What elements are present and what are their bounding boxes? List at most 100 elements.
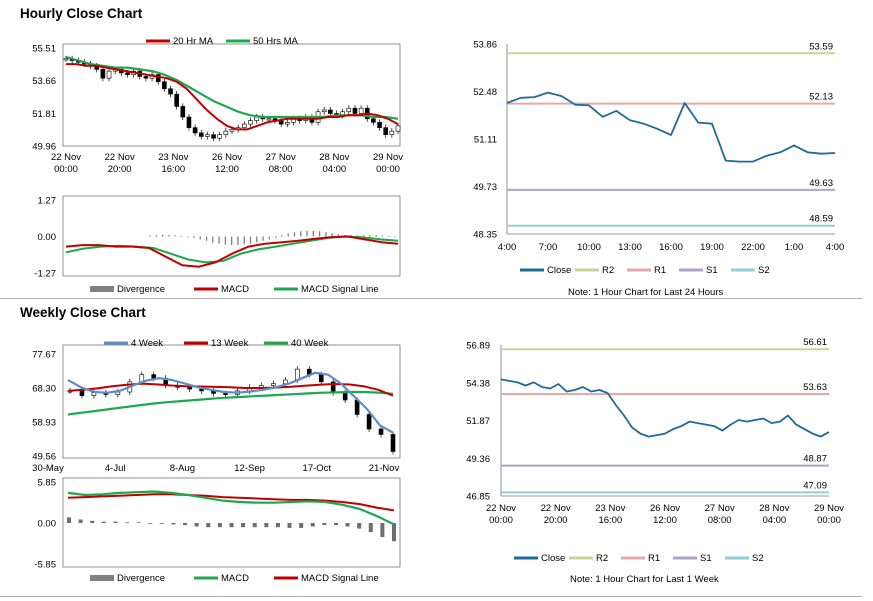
hourly-macd-ytick: 1.27: [38, 196, 57, 207]
hourly-divergence-bar: [212, 236, 214, 243]
weekly-price-candle: [223, 393, 228, 395]
weekly-price-xtick: 30-May: [32, 463, 64, 474]
weekly-divergence-bar: [229, 523, 234, 528]
weekly-price-ytick: 49.56: [32, 452, 56, 463]
hourly-divergence-bar: [218, 236, 220, 244]
hourly-divergence-bar: [281, 235, 283, 237]
hourly-divergence-bar: [205, 236, 208, 241]
weekly-divergence-bar: [241, 523, 246, 528]
weekly-price-xtick: 21-Nov: [369, 463, 400, 474]
hourly-divergence-bar: [268, 236, 271, 240]
hourly-price-candle: [217, 134, 223, 139]
hourly-price-xtick: 26 Nov: [212, 152, 242, 163]
weekly-divergence-bar: [368, 523, 373, 533]
hourly-levels-legend-label: R1: [654, 265, 666, 276]
hourly-divergence-bar: [249, 236, 252, 244]
hourly-price-xtick: 08:00: [269, 164, 293, 175]
hourly-price-candle: [383, 127, 389, 135]
hourly-levels-xtick: 13:00: [618, 242, 642, 253]
hourly-price-candle: [346, 107, 352, 113]
weekly-levels-xtick: 00:00: [489, 515, 513, 526]
weekly-divergence-bar: [171, 523, 176, 525]
hourly-divergence-bar: [331, 233, 333, 237]
hourly-levels-xtick: 7:00: [539, 242, 558, 253]
hourly-levels-xtick: 10:00: [577, 242, 601, 253]
hourly-price-candle: [174, 93, 179, 107]
hourly-price-candle: [198, 132, 204, 137]
hourly-divergence-bar: [293, 232, 296, 237]
weekly-divergence-bar: [113, 521, 118, 523]
hourly-levels-xtick: 19:00: [700, 242, 724, 253]
weekly-divergence-bar: [159, 523, 164, 524]
weekly-divergence-bar: [392, 523, 396, 542]
weekly-divergence-bar: [310, 523, 315, 527]
weekly-divergence-bar: [252, 523, 257, 528]
hourly-price-ytick: 51.81: [32, 109, 56, 120]
hourly-levels-legend-label: S2: [758, 265, 770, 276]
weekly-divergence-bar: [333, 523, 338, 526]
hourly-levels-close-line: [506, 91, 836, 163]
hourly-levels-xtick: 1:00: [785, 242, 804, 253]
hourly-section-title: Hourly Close Chart: [20, 6, 143, 21]
hourly-macd-legend-label: MACD Signal Line: [301, 284, 379, 295]
weekly-levels-xtick: 16:00: [598, 515, 622, 526]
hourly-divergence-bar: [325, 232, 327, 237]
hourly-divergence-bar: [174, 235, 176, 237]
hourly-price-xtick: 27 Nov: [266, 152, 296, 163]
weekly-price-candle: [79, 390, 85, 396]
hourly-levels-xtick: 16:00: [659, 242, 683, 253]
hourly-price-candle: [143, 76, 149, 79]
weekly-price-ytick: 68.30: [32, 384, 56, 395]
weekly-macd-legend-label: MACD Signal Line: [301, 573, 379, 584]
hourly-price-ytick: 53.66: [32, 76, 56, 87]
hourly-divergence-bar: [193, 236, 195, 238]
hourly-price-candle: [389, 130, 395, 135]
hourly-divergence-bar: [161, 234, 164, 237]
hourly-price-candle: [229, 129, 235, 132]
hourly-levels-xtick: 4:00: [498, 242, 517, 253]
hourly-divergence-bar: [149, 235, 151, 237]
weekly-levels-ytick: 49.36: [466, 454, 490, 465]
weekly-levels-level-label: 56.61: [803, 337, 827, 348]
weekly-levels-xtick: 28 Nov: [759, 503, 789, 514]
hourly-macd-ytick: -1.27: [34, 269, 56, 280]
weekly-divergence-bar: [183, 523, 188, 526]
weekly-levels-legend-label: S1: [700, 553, 712, 564]
hourly-divergence-bar: [231, 236, 233, 246]
hourly-price-candle: [192, 127, 198, 134]
weekly-price-candle: [271, 383, 276, 386]
weekly-wk40-line: [67, 390, 394, 416]
hourly-price-candle: [266, 118, 272, 121]
hourly-price-candle: [241, 123, 247, 128]
weekly-price-candle: [366, 414, 372, 430]
hourly-divergence-bar: [237, 236, 239, 246]
weekly-divergence-bar: [206, 523, 211, 528]
hourly-divergence-bar: [337, 234, 340, 237]
weekly-wk4-line: [67, 371, 394, 434]
hourly-price-candle: [377, 122, 382, 128]
hourly-divergence-bar: [155, 235, 157, 237]
weekly-price-xtick: 8-Aug: [170, 463, 195, 474]
hourly-divergence-bar: [168, 235, 170, 237]
hourly-price-xtick: 20:00: [108, 164, 132, 175]
hourly-macd-legend-label: MACD: [221, 284, 249, 295]
weekly-levels-xtick: 22 Nov: [541, 503, 571, 514]
weekly-levels-ytick: 46.85: [466, 492, 490, 503]
hourly-price-candle: [186, 116, 192, 128]
hourly-divergence-bar: [369, 235, 371, 237]
weekly-levels-xtick: 29 Nov: [814, 503, 844, 514]
weekly-levels-legend-label: S2: [752, 553, 764, 564]
hourly-price-candle: [205, 134, 210, 137]
hourly-levels-ytick: 53.86: [473, 40, 497, 51]
weekly-levels-level-label: 53.63: [803, 382, 827, 393]
hourly-price-xtick: 28 Nov: [319, 152, 349, 163]
weekly-price-xtick: 4-Jul: [105, 463, 126, 474]
hourly-price-xtick: 16:00: [161, 164, 185, 175]
hourly-divergence-bar: [262, 236, 264, 241]
hourly-price-ytick: 55.51: [32, 44, 56, 55]
hourly-price-legend-label: 50 Hrs MA: [253, 36, 299, 47]
hourly-price-candle: [180, 106, 186, 118]
hourly-divergence-bar: [256, 236, 258, 243]
hourly-price-candle: [285, 122, 290, 125]
